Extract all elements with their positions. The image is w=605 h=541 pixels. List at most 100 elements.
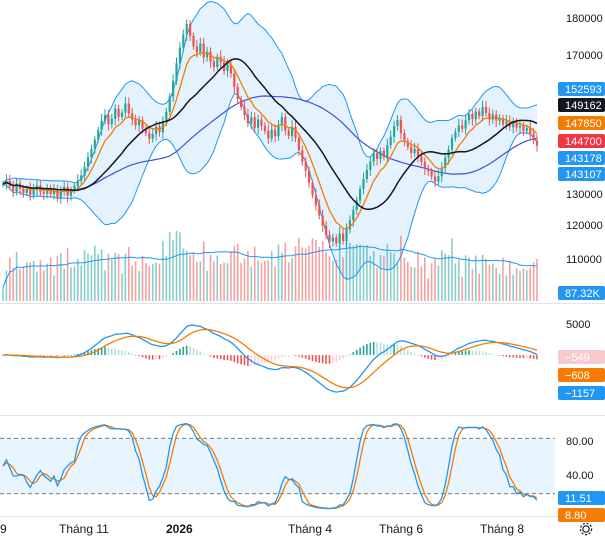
volume-bar [199, 261, 202, 301]
volume-bar [5, 270, 8, 301]
price-badge-text: 143107 [565, 169, 602, 181]
volume-bar [417, 251, 419, 301]
candle-body [114, 108, 117, 119]
settings-button[interactable] [578, 522, 596, 536]
volume-bar [294, 246, 297, 301]
stoch-d-line [2, 423, 538, 510]
candle-body [294, 126, 297, 139]
candle-body [321, 215, 324, 226]
macd-hist-bar [301, 355, 304, 358]
y-tick-label: 5000 [566, 319, 590, 331]
macd-pane[interactable] [2, 324, 538, 393]
macd-hist-bar [277, 355, 280, 359]
volume-bar [298, 238, 300, 301]
candle-body [481, 107, 484, 116]
volume-bar [134, 261, 137, 301]
macd-hist-bar [284, 355, 287, 357]
price-badge [558, 116, 605, 130]
candle-body [250, 117, 253, 124]
candle-body [403, 133, 406, 142]
candle-body [352, 210, 355, 221]
volume-bar [284, 242, 287, 301]
macd-hist-bar [206, 354, 208, 356]
volume-bar [454, 263, 457, 301]
candle-body [267, 130, 270, 139]
volume-bar [185, 250, 188, 301]
macd-hist-bar [209, 355, 212, 357]
macd-hist-bar [77, 353, 79, 356]
macd-hist-bar [39, 355, 42, 356]
macd-hist-bar [294, 355, 297, 356]
volume-bar [475, 255, 477, 301]
candle-body [512, 123, 515, 128]
volume-bar [121, 273, 123, 301]
macd-hist-bar [117, 349, 120, 356]
volume-bar [124, 253, 127, 301]
macd-hist-bar [111, 348, 113, 356]
macd-hist-bar [73, 354, 76, 356]
price-axis[interactable]: 180000 170000 130000 120000 110000 15259… [558, 13, 605, 300]
volume-bar [250, 266, 253, 301]
volume-bar [168, 232, 171, 301]
macd-hist-bar [253, 355, 256, 366]
macd-hist-bar [492, 353, 494, 355]
volume-bar [151, 264, 154, 301]
volume-bar [2, 287, 4, 301]
macd-line [2, 324, 538, 393]
macd-badge-text: −608 [565, 370, 590, 382]
macd-hist-bar [43, 355, 45, 356]
macd-hist-bar [148, 355, 151, 360]
macd-hist-bar [97, 348, 99, 356]
macd-hist-bar [526, 355, 528, 359]
macd-hist-bar [104, 346, 106, 356]
volume-bar [12, 267, 14, 301]
volume-bar [325, 252, 327, 301]
candle-body [529, 127, 532, 135]
candle-body [189, 23, 192, 36]
candle-body [437, 176, 440, 182]
candle-body [280, 117, 283, 125]
candle-body [325, 225, 328, 235]
volume-bar [315, 240, 317, 301]
volume-bar [498, 274, 501, 301]
macd-hist-bar [424, 355, 426, 358]
macd-hist-bar [128, 352, 130, 356]
candle-body [274, 129, 277, 137]
candle-body [291, 126, 294, 136]
volume-bar [529, 267, 531, 301]
macd-hist-bar [155, 355, 157, 360]
macd-hist-bar [230, 355, 232, 361]
macd-hist-bar [247, 355, 249, 366]
volume-bar [80, 265, 82, 301]
candle-body [450, 138, 454, 150]
stoch-k-line [2, 422, 538, 510]
volume-bar [19, 269, 21, 301]
macd-hist-bar [454, 352, 457, 356]
volume-badge [558, 286, 605, 300]
time-axis[interactable]: 9 Tháng 11 2026 Tháng 4 Tháng 6 Tháng 8 [0, 522, 524, 536]
macd-hist-bar [100, 347, 103, 356]
stoch-axis[interactable]: 80.00 40.00 11.51 8.80 [558, 436, 605, 522]
candle-body [69, 190, 73, 196]
volume-bar [70, 267, 72, 301]
macd-hist-bar [138, 355, 140, 357]
bollinger-upper-line [2, 1, 538, 185]
volume-bar [478, 273, 480, 301]
y-tick-label: 120000 [566, 220, 603, 232]
volume-bar [87, 253, 89, 301]
volume-bar [304, 248, 307, 301]
macd-hist-bar [158, 355, 161, 360]
macd-hist-bar [451, 354, 453, 355]
macd-axis[interactable]: 5000 −549 −608 −1157 [558, 319, 605, 400]
macd-hist-bar [318, 355, 321, 363]
candle-body [243, 107, 246, 115]
volume-bar [155, 262, 157, 301]
candle-body [488, 112, 491, 120]
candle-body [287, 130, 290, 136]
price-pane[interactable] [1, 1, 539, 301]
volume-bar [352, 245, 355, 301]
macd-hist-bar [519, 355, 521, 358]
stoch-pane[interactable] [0, 422, 555, 510]
volume-bar [90, 255, 93, 301]
